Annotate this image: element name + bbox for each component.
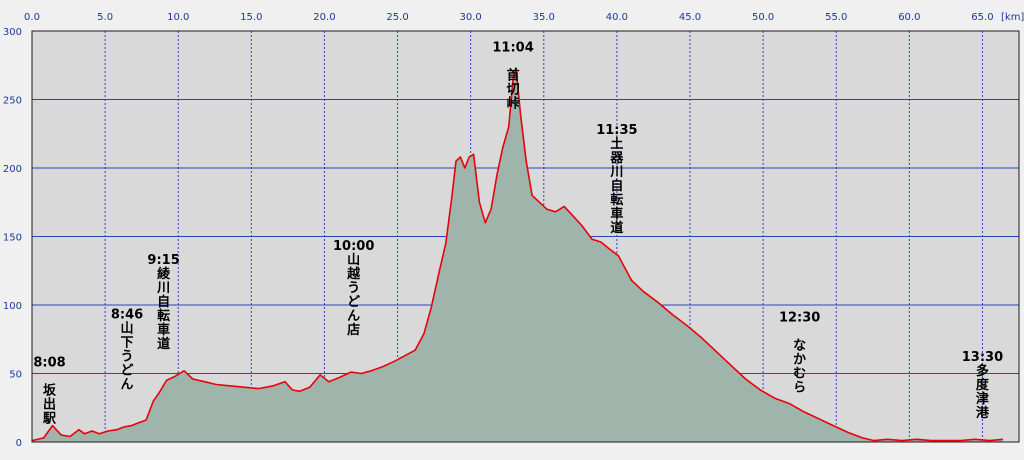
elevation-area-fill (32, 68, 1003, 442)
x-tick-label: 20.0 (313, 12, 335, 23)
waypoint-label-text: 11:04 (492, 41, 533, 56)
waypoint-label-text: 多 (976, 363, 989, 379)
x-tick-label: 0.0 (24, 12, 40, 23)
elevation-line (31, 67, 1003, 442)
waypoint-label-text: 下 (121, 336, 134, 351)
x-tick-label: 65.0 (971, 12, 993, 23)
waypoint-label-text: 器 (609, 151, 624, 166)
waypoint-label-text: 自 (157, 294, 170, 310)
waypoint-label-text: 港 (976, 405, 990, 421)
waypoint-label-text: 店 (347, 322, 360, 338)
y-tick-label: 150 (3, 233, 22, 244)
waypoint-label-text: む (793, 366, 806, 381)
y-tick-label: 200 (3, 164, 22, 175)
waypoint-label-text: 川 (156, 281, 170, 296)
x-tick-label: 5.0 (97, 12, 113, 23)
waypoint-label-text: 越 (346, 266, 361, 282)
waypoint-label-text: 転 (610, 192, 623, 208)
waypoint-label-text: 11:35 (596, 123, 637, 138)
waypoint-label-text: 川 (609, 165, 623, 180)
waypoint-label-text: 首 (507, 68, 520, 84)
waypoint-label-text: 切 (507, 83, 520, 98)
waypoint-label-text: 10:00 (333, 239, 374, 254)
waypoint-label-text: 道 (157, 336, 170, 352)
waypoint-label-text: 出 (43, 397, 56, 413)
x-tick-label: 30.0 (460, 12, 482, 23)
waypoint-label-text: 山 (347, 252, 360, 268)
x-tick-label: 45.0 (679, 12, 701, 23)
waypoint-label-text: 坂 (43, 383, 57, 399)
waypoint-annotations: 8:08坂出駅8:46山下うどん9:15綾川自転車道10:00山越うどん店11:… (33, 41, 1003, 427)
x-axis-tick-labels: 0.0 5.0 10.0 15.0 20.0 25.0 30.0 35.0 40.0 45.0 50… (24, 12, 994, 23)
y-axis-tick-labels: 0 50 100 150 200 250 300 (3, 27, 22, 449)
waypoint-label-text: 津 (976, 391, 989, 407)
waypoint-label-text: 車 (157, 322, 170, 338)
waypoint-label-text: ら (793, 380, 806, 395)
waypoint-label-text: ん (121, 378, 134, 393)
waypoint-label-text: 道 (610, 220, 623, 236)
waypoint-label-text: 峠 (507, 96, 520, 112)
y-tick-label: 50 (9, 370, 22, 381)
waypoint-label-text: ど (347, 295, 360, 310)
x-tick-label: 60.0 (898, 12, 920, 23)
waypoint-label-text: ん (347, 309, 360, 324)
waypoint-label-text: か (793, 352, 806, 367)
waypoint-label-text: 自 (610, 178, 623, 194)
waypoint-label-text: 駅 (42, 412, 57, 427)
waypoint-label-text: な (793, 338, 806, 353)
waypoint-label-text: 8:46 (111, 308, 143, 323)
x-tick-label: 25.0 (386, 12, 408, 23)
waypoint-label-text: 9:15 (147, 253, 179, 268)
x-tick-label: 10.0 (167, 12, 189, 23)
waypoint-label-text: 8:08 (33, 356, 65, 371)
x-tick-label: 15.0 (240, 12, 262, 23)
y-tick-label: 300 (3, 27, 22, 38)
waypoint-label-text: う (121, 350, 134, 365)
x-axis-unit: [km] (1001, 12, 1024, 23)
waypoint-label-text: ど (121, 364, 134, 379)
waypoint-label-text: 13:30 (962, 350, 1003, 365)
waypoint-label-text: 転 (157, 308, 170, 324)
waypoint-label: 11:04 首切峠 (492, 41, 533, 112)
waypoint-label-text: う (347, 281, 360, 296)
x-tick-label: 40.0 (606, 12, 628, 23)
waypoint-label-text: 度 (976, 377, 990, 393)
waypoint-label-text: 綾 (157, 266, 171, 282)
y-tick-label: 250 (3, 96, 22, 107)
y-tick-label: 0 (16, 438, 22, 449)
x-tick-label: 35.0 (533, 12, 555, 23)
waypoint-label-text: 12:30 (779, 310, 820, 325)
waypoint-label-text: 山 (121, 321, 134, 337)
x-tick-label: 55.0 (825, 12, 847, 23)
waypoint-label: 8:08 坂出駅 (33, 356, 65, 427)
y-tick-label: 100 (3, 301, 22, 312)
waypoint-label-text: 車 (610, 206, 623, 222)
x-tick-label: 50.0 (752, 12, 774, 23)
plot-border (31, 30, 1020, 443)
waypoint-label-text: 土 (610, 136, 623, 152)
